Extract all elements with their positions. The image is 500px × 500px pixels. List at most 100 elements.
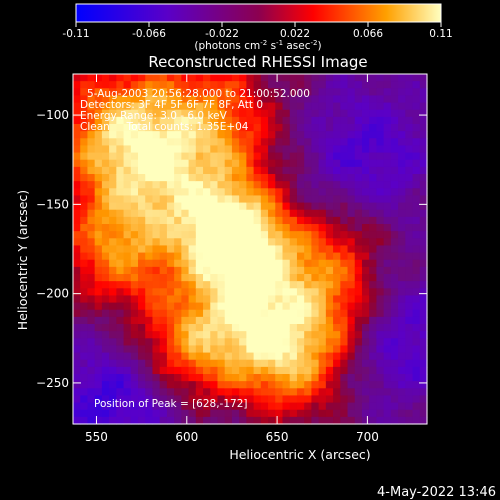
heatmap-cell — [195, 95, 204, 104]
heatmap-cell — [405, 366, 414, 375]
heatmap-cell — [231, 252, 240, 261]
heatmap-cell — [282, 316, 291, 325]
heatmap-cell — [275, 252, 284, 261]
heatmap-cell — [217, 245, 226, 254]
heatmap-cell — [195, 238, 204, 247]
heatmap-cell — [311, 116, 320, 125]
heatmap-cell — [311, 324, 320, 332]
heatmap-cell — [412, 231, 421, 239]
heatmap-cell — [311, 202, 320, 211]
heatmap-cell — [174, 302, 182, 311]
heatmap-cell — [390, 174, 399, 182]
heatmap-cell — [217, 366, 226, 375]
heatmap-cell — [87, 138, 96, 147]
heatmap-cell — [268, 381, 276, 389]
heatmap-cell — [109, 331, 117, 339]
heatmap-cell — [101, 181, 110, 189]
heatmap-cell — [383, 231, 392, 239]
heatmap-cell — [166, 109, 175, 118]
heatmap-cell — [224, 359, 233, 368]
heatmap-cell — [347, 352, 356, 361]
heatmap-cell — [412, 259, 421, 268]
colorbar-tick-label: -0.022 — [205, 28, 239, 40]
heatmap-cell — [361, 245, 370, 254]
heatmap-cell — [289, 195, 298, 204]
heatmap-cell — [340, 195, 349, 204]
heatmap-cell — [123, 88, 132, 97]
heatmap-cell — [405, 402, 414, 411]
heatmap-cell — [231, 124, 240, 132]
heatmap-cell — [419, 281, 428, 289]
heatmap-cell — [101, 81, 110, 89]
heatmap-cell — [239, 288, 247, 297]
heatmap-cell — [210, 281, 219, 289]
heatmap-cell — [152, 374, 161, 382]
heatmap-cell — [296, 316, 305, 325]
heatmap-cell — [354, 231, 363, 239]
heatmap-cell — [159, 81, 168, 89]
heatmap-cell — [405, 388, 414, 397]
heatmap-cell — [203, 309, 211, 318]
heatmap-cell — [94, 295, 103, 304]
heatmap-cell — [94, 188, 103, 197]
heatmap-cell — [116, 345, 125, 354]
heatmap-cell — [296, 331, 305, 339]
heatmap-cell — [282, 245, 291, 254]
annotation-detectors: Detectors: 3F 4F 5F 6F 7F 8F, Att 0 — [80, 99, 263, 111]
heatmap-cell — [80, 231, 89, 239]
heatmap-cell — [268, 202, 276, 211]
heatmap-cell — [224, 295, 233, 304]
heatmap-cell — [130, 145, 139, 154]
heatmap-cell — [73, 366, 81, 375]
heatmap-cell — [116, 259, 125, 268]
heatmap-cell — [73, 174, 81, 182]
heatmap-cell — [210, 288, 219, 297]
heatmap-cell — [383, 166, 392, 175]
heatmap-cell — [116, 266, 125, 275]
heatmap-cell — [268, 188, 276, 197]
heatmap-cell — [217, 416, 226, 425]
heatmap-cell — [311, 352, 320, 361]
heatmap-cell — [123, 202, 132, 211]
heatmap-cell — [333, 324, 341, 332]
heatmap-cell — [419, 316, 428, 325]
heatmap-cell — [195, 259, 204, 268]
x-tick-label: 550 — [85, 430, 108, 444]
colorbar-tick-label: 0.022 — [280, 28, 310, 40]
heatmap-cell — [304, 188, 313, 197]
heatmap-cell — [203, 224, 211, 232]
heatmap-cell — [203, 281, 211, 289]
heatmap-cell — [340, 81, 349, 89]
heatmap-cell — [333, 181, 341, 189]
heatmap-cell — [405, 109, 414, 118]
heatmap-cell — [94, 174, 103, 182]
heatmap-cell — [116, 274, 125, 282]
heatmap-cell — [239, 159, 247, 168]
heatmap-cell — [159, 381, 168, 389]
heatmap-cell — [275, 409, 284, 418]
heatmap-cell — [188, 231, 197, 239]
heatmap-cell — [181, 359, 190, 368]
heatmap-cell — [231, 302, 240, 311]
heatmap-cell — [210, 181, 219, 189]
heatmap-cell — [412, 395, 421, 404]
heatmap-cell — [109, 74, 117, 82]
heatmap-cell — [87, 181, 96, 189]
heatmap-cell — [275, 259, 284, 268]
heatmap-cell — [253, 202, 262, 211]
heatmap-cell — [296, 102, 305, 111]
heatmap-cell — [318, 102, 327, 111]
heatmap-cell — [130, 224, 139, 232]
heatmap-cell — [333, 345, 341, 354]
heatmap-cell — [340, 95, 349, 104]
heatmap-cell — [166, 395, 175, 404]
heatmap-cell — [224, 188, 233, 197]
heatmap-cell — [383, 81, 392, 89]
heatmap-cell — [152, 266, 161, 275]
heatmap-cell — [94, 131, 103, 139]
heatmap-cell — [181, 302, 190, 311]
heatmap-cell — [80, 181, 89, 189]
heatmap-cell — [289, 109, 298, 118]
x-tick-label: 600 — [175, 430, 198, 444]
heatmap-cell — [123, 331, 132, 339]
